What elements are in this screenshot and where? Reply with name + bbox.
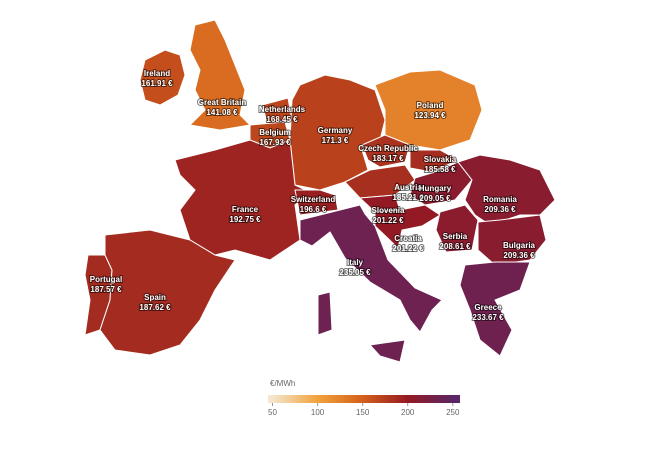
country-name: Germany	[318, 126, 353, 135]
country-value: 208.61 €	[439, 242, 471, 251]
tick-label: 200	[401, 408, 415, 417]
country	[139, 49, 186, 106]
country	[174, 139, 311, 261]
country-value: 141.08 €	[206, 108, 238, 117]
country-value: 192.75 €	[229, 215, 261, 224]
country-value: 209.05 €	[419, 194, 451, 203]
country	[99, 229, 236, 356]
tick-label: 250	[446, 408, 460, 417]
country-name: Croatia	[394, 234, 422, 243]
country	[294, 189, 339, 216]
country-name: Bulgaria	[503, 241, 536, 250]
country-name: Belgium	[259, 128, 291, 137]
country-value: 187.62 €	[139, 303, 171, 312]
country-name: Ireland	[144, 69, 170, 78]
country	[409, 149, 460, 173]
country	[459, 261, 531, 357]
legend-title: €/MWh	[270, 379, 295, 388]
country	[477, 214, 547, 266]
country-value: 187.57 €	[90, 285, 122, 294]
color-bar	[268, 395, 460, 403]
country-name: Poland	[417, 101, 444, 110]
country-value: 168.45 €	[266, 115, 298, 124]
country-value: 185.21 €	[392, 193, 424, 202]
country-value: 167.93 €	[259, 138, 291, 147]
country-name: France	[232, 205, 259, 214]
tick-label: 100	[311, 408, 325, 417]
country-value: 196.6 €	[300, 205, 327, 214]
country-name: Romania	[483, 195, 517, 204]
tick-label: 50	[268, 408, 277, 417]
country-name: Great Britain	[198, 98, 247, 107]
country-value: 233.67 €	[472, 313, 504, 322]
country-name: Portugal	[90, 275, 122, 284]
country-name: Slovakia	[424, 155, 457, 164]
country-value: 171.3 €	[322, 136, 349, 145]
country-value: 185.58 €	[424, 165, 456, 174]
country	[435, 204, 479, 253]
country	[374, 204, 441, 249]
country-name: Spain	[144, 293, 166, 302]
country	[409, 161, 473, 206]
tick-label: 150	[356, 408, 370, 417]
country-name: Switzerland	[291, 195, 336, 204]
country	[457, 154, 556, 226]
country	[188, 19, 252, 131]
country-value: 235.05 €	[339, 268, 371, 277]
country	[299, 204, 443, 363]
countries	[84, 19, 556, 363]
country-value: 201.22 €	[372, 216, 404, 225]
country	[361, 134, 411, 168]
country-value: 161.91 €	[141, 79, 173, 88]
country-value: 123.94 €	[414, 111, 446, 120]
country-name: Hungary	[419, 184, 452, 193]
country-name: Italy	[347, 258, 364, 267]
country-name: Austria	[394, 183, 422, 192]
country-name: Serbia	[443, 232, 468, 241]
country-name: Greece	[474, 303, 502, 312]
country-name: Netherlands	[259, 105, 306, 114]
country-name: Slovenia	[372, 206, 405, 215]
country	[374, 69, 483, 151]
country-value: 209.36 €	[503, 251, 535, 260]
color-legend: €/MWh 50 100 150 200 250	[268, 379, 460, 417]
country-value: 201.22 €	[392, 244, 424, 253]
country-name: Czech Republic	[358, 144, 418, 153]
country-value: 209.36 €	[484, 205, 516, 214]
country-value: 183.17 €	[372, 154, 404, 163]
